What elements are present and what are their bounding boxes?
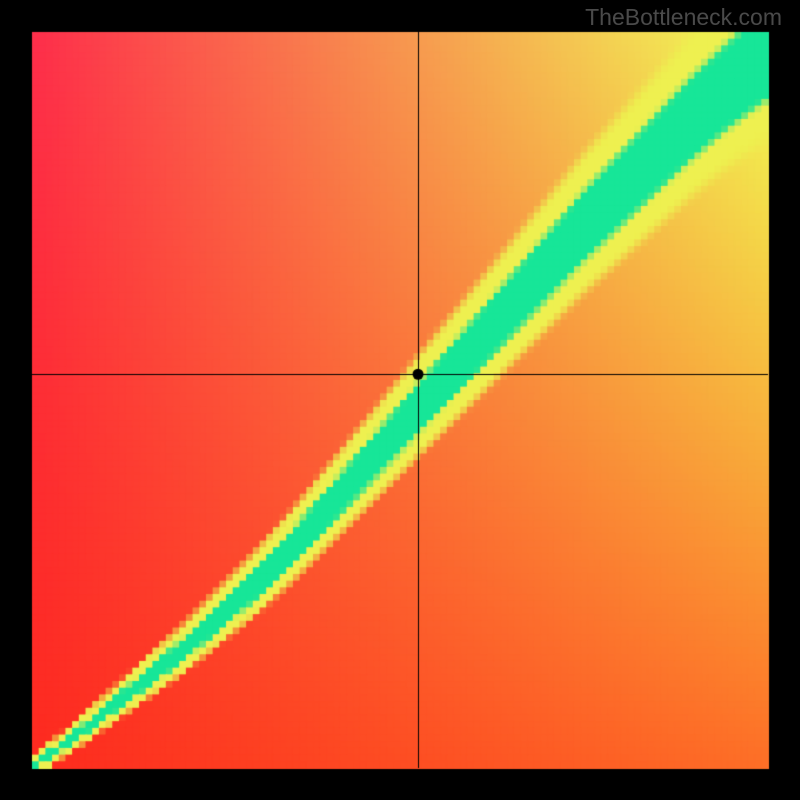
chart-container: TheBottleneck.com <box>0 0 800 800</box>
watermark-text: TheBottleneck.com <box>585 4 782 31</box>
bottleneck-heatmap <box>0 0 800 800</box>
